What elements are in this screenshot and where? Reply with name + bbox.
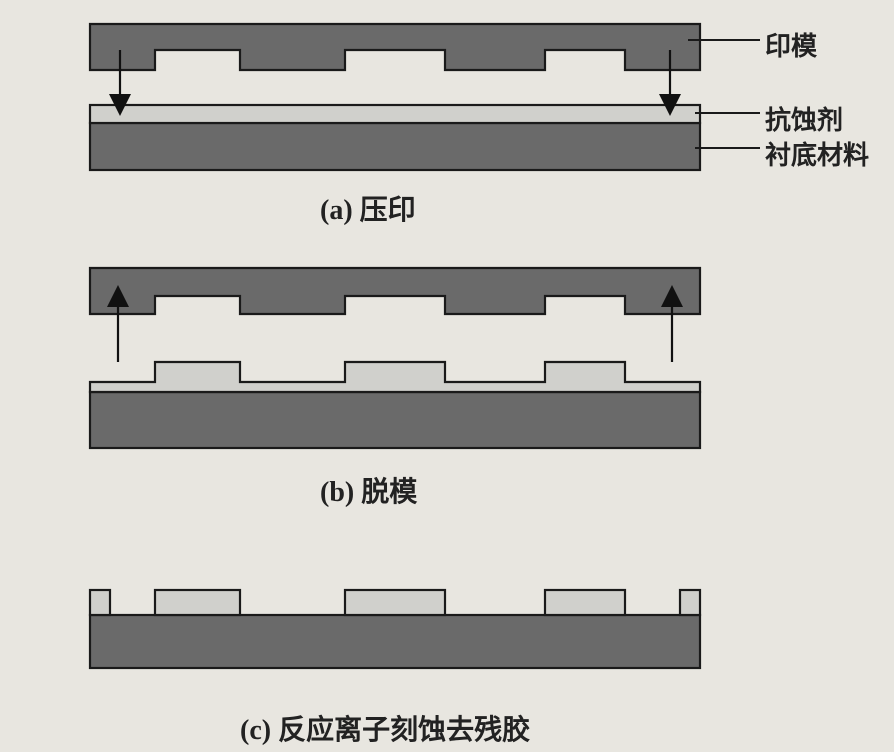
label-resist: 抗蚀剂 bbox=[765, 100, 843, 137]
diagram-canvas: (a) 压印 (b) 脱模 (c) 反应离子刻蚀去残胶 印模 抗蚀剂 衬底材料 bbox=[0, 0, 894, 752]
label-mold: 印模 bbox=[765, 26, 817, 63]
caption-b: (b) 脱模 bbox=[320, 470, 417, 510]
diagram-svg bbox=[0, 0, 894, 752]
label-substrate: 衬底材料 bbox=[765, 135, 869, 172]
caption-c: (c) 反应离子刻蚀去残胶 bbox=[240, 708, 530, 748]
caption-a: (a) 压印 bbox=[320, 188, 416, 228]
